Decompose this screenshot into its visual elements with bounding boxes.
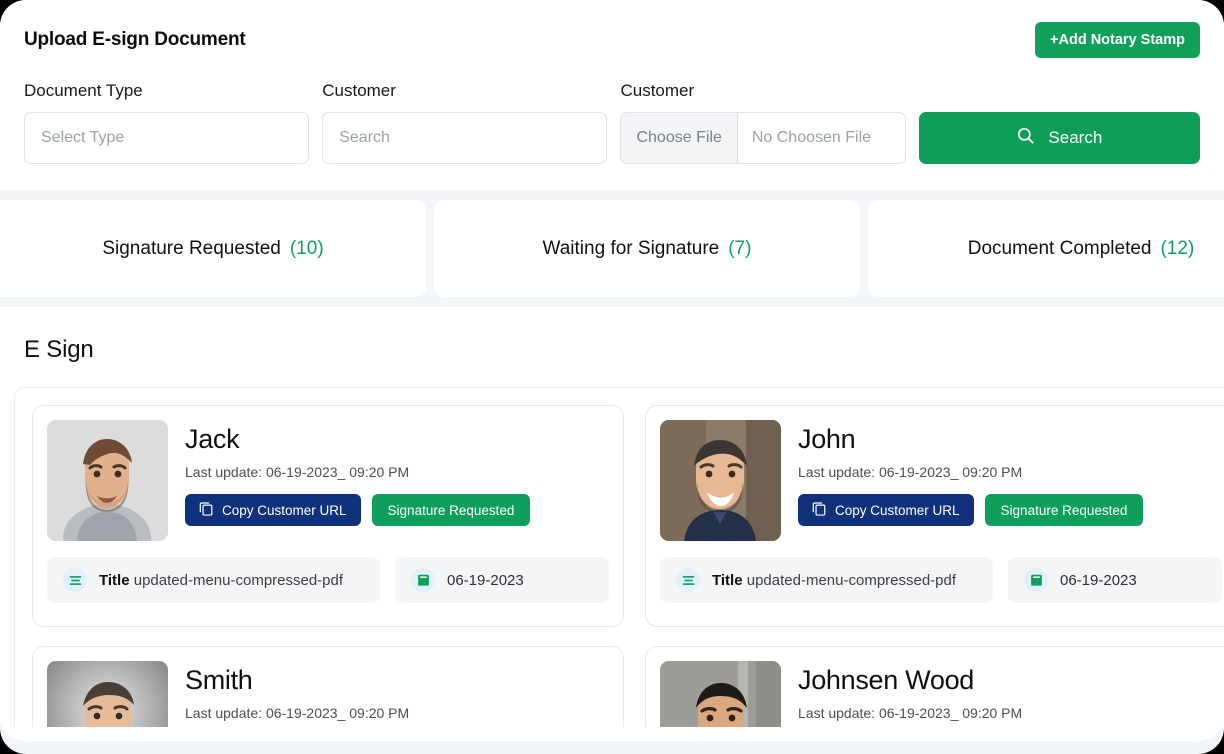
copy-customer-url-label: Copy Customer URL bbox=[835, 502, 960, 518]
title-pill-key: Title bbox=[99, 571, 130, 589]
date-pill-text: 06-19-2023 bbox=[1060, 571, 1137, 589]
tab-count: (7) bbox=[728, 237, 752, 259]
status-badge[interactable]: Signature Requested bbox=[984, 494, 1144, 526]
tab-document-completed[interactable]: Document Completed (12) bbox=[868, 200, 1224, 297]
copy-icon bbox=[199, 501, 213, 519]
date-pill: 06-19-2023 bbox=[1008, 557, 1222, 603]
customer-label: Customer bbox=[322, 81, 396, 100]
last-update: Last update: 06-19-2023_ 09:20 PM bbox=[185, 464, 410, 480]
avatar bbox=[47, 661, 168, 727]
tab-count: (10) bbox=[289, 237, 324, 259]
title-pill-text: Title updated-menu-compressed-pdf bbox=[712, 572, 956, 589]
person-name: Smith bbox=[185, 665, 253, 695]
document-type-label: Document Type bbox=[24, 81, 143, 100]
card-info: John Last update: 06-19-2023_ 09:20 PM bbox=[798, 420, 1144, 541]
tab-signature-requested[interactable]: Signature Requested (10) bbox=[0, 200, 426, 297]
file-upload-field-group: Customer Choose File No Choosen File bbox=[620, 80, 906, 164]
date-pill: 06-19-2023 bbox=[395, 557, 609, 603]
choose-file-button[interactable]: Choose File bbox=[621, 113, 738, 163]
cards-frame: Jack Last update: 06-19-2023_ 09:20 PM bbox=[14, 387, 1224, 727]
person-name: Jack bbox=[185, 424, 240, 454]
esign-list-panel: E Sign bbox=[0, 307, 1224, 741]
list-item[interactable]: John Last update: 06-19-2023_ 09:20 PM bbox=[645, 405, 1224, 627]
last-update: Last update: 06-19-2023_ 09:20 PM bbox=[798, 464, 1023, 480]
date-pill-text: 06-19-2023 bbox=[447, 571, 524, 589]
list-item[interactable]: Smith Last update: 06-19-2023_ 09:20 PM bbox=[32, 646, 624, 727]
copy-icon bbox=[812, 501, 826, 519]
search-button-label: Search bbox=[1048, 128, 1103, 147]
search-icon bbox=[1016, 126, 1035, 150]
header-topbar: Upload E-sign Document +Add Notary Stamp bbox=[24, 22, 1200, 58]
title-pill-value: updated-menu-compressed-pdf bbox=[133, 571, 344, 589]
title-pill-key: Title bbox=[712, 571, 743, 589]
title-lines-icon bbox=[676, 568, 700, 592]
card-top: John Last update: 06-19-2023_ 09:20 PM bbox=[660, 420, 1222, 541]
cards-grid: Jack Last update: 06-19-2023_ 09:20 PM bbox=[32, 405, 1224, 727]
avatar bbox=[660, 661, 781, 727]
list-item[interactable]: Jack Last update: 06-19-2023_ 09:20 PM bbox=[32, 405, 624, 627]
document-type-field-group: Document Type bbox=[24, 80, 310, 164]
avatar bbox=[660, 420, 781, 541]
copy-customer-url-button[interactable]: Copy Customer URL bbox=[798, 494, 974, 526]
person-name: Johnsen Wood bbox=[798, 665, 975, 695]
file-input-group[interactable]: Choose File No Choosen File bbox=[620, 112, 906, 164]
last-update: Last update: 06-19-2023_ 09:20 PM bbox=[185, 705, 410, 721]
add-notary-stamp-button[interactable]: +Add Notary Stamp bbox=[1035, 22, 1200, 58]
section-title: E Sign bbox=[24, 336, 94, 363]
list-item[interactable]: Johnsen Wood Last update: 06-19-2023_ 09… bbox=[645, 646, 1224, 727]
copy-customer-url-button[interactable]: Copy Customer URL bbox=[185, 494, 361, 526]
tab-count: (12) bbox=[1160, 237, 1195, 259]
tab-label: Signature Requested bbox=[102, 237, 281, 259]
search-form-row: Document Type Customer Customer Choose F… bbox=[24, 80, 1200, 164]
card-actions: Copy Customer URL Signature Requested bbox=[798, 494, 1144, 526]
title-lines-icon bbox=[63, 568, 87, 592]
search-button-group: Search bbox=[918, 80, 1200, 164]
tab-label: Document Completed bbox=[967, 237, 1152, 259]
title-pill-value: updated-menu-compressed-pdf bbox=[746, 571, 957, 589]
tab-waiting-for-signature[interactable]: Waiting for Signature (7) bbox=[434, 200, 860, 297]
card-top: Smith Last update: 06-19-2023_ 09:20 PM bbox=[47, 661, 609, 727]
calendar-icon bbox=[1024, 568, 1048, 592]
status-tabs: Signature Requested (10) Waiting for Sig… bbox=[0, 190, 1224, 307]
page-title: Upload E-sign Document bbox=[24, 29, 246, 50]
search-button[interactable]: Search bbox=[918, 112, 1200, 164]
customer-search-field-group: Customer bbox=[322, 80, 608, 164]
calendar-icon bbox=[411, 568, 435, 592]
card-info: Jack Last update: 06-19-2023_ 09:20 PM bbox=[185, 420, 531, 541]
card-top: Jack Last update: 06-19-2023_ 09:20 PM bbox=[47, 420, 609, 541]
document-type-input[interactable] bbox=[24, 112, 310, 164]
card-info: Smith Last update: 06-19-2023_ 09:20 PM bbox=[185, 661, 530, 727]
card-meta: Title updated-menu-compressed-pdf 06-19-… bbox=[47, 557, 609, 603]
title-pill: Title updated-menu-compressed-pdf bbox=[47, 557, 380, 603]
card-actions: Copy Customer URL Signature Requested bbox=[185, 494, 531, 526]
copy-customer-url-label: Copy Customer URL bbox=[222, 502, 347, 518]
card-meta: Title updated-menu-compressed-pdf 06-19-… bbox=[660, 557, 1222, 603]
title-pill-text: Title updated-menu-compressed-pdf bbox=[99, 572, 343, 589]
last-update: Last update: 06-19-2023_ 09:20 PM bbox=[798, 705, 1023, 721]
chosen-file-name: No Choosen File bbox=[751, 129, 872, 146]
customer-search-input[interactable] bbox=[322, 112, 608, 164]
card-top: Johnsen Wood Last update: 06-19-2023_ 09… bbox=[660, 661, 1222, 727]
file-upload-label: Customer bbox=[620, 81, 695, 100]
card-info: Johnsen Wood Last update: 06-19-2023_ 09… bbox=[798, 661, 1143, 727]
upload-header-panel: Upload E-sign Document +Add Notary Stamp… bbox=[0, 0, 1224, 190]
avatar bbox=[47, 420, 168, 541]
tab-label: Waiting for Signature bbox=[542, 237, 720, 259]
search-spacer-label bbox=[919, 80, 1200, 101]
title-pill: Title updated-menu-compressed-pdf bbox=[660, 557, 993, 603]
person-name: John bbox=[798, 424, 856, 454]
status-badge[interactable]: Signature Requested bbox=[371, 494, 531, 526]
